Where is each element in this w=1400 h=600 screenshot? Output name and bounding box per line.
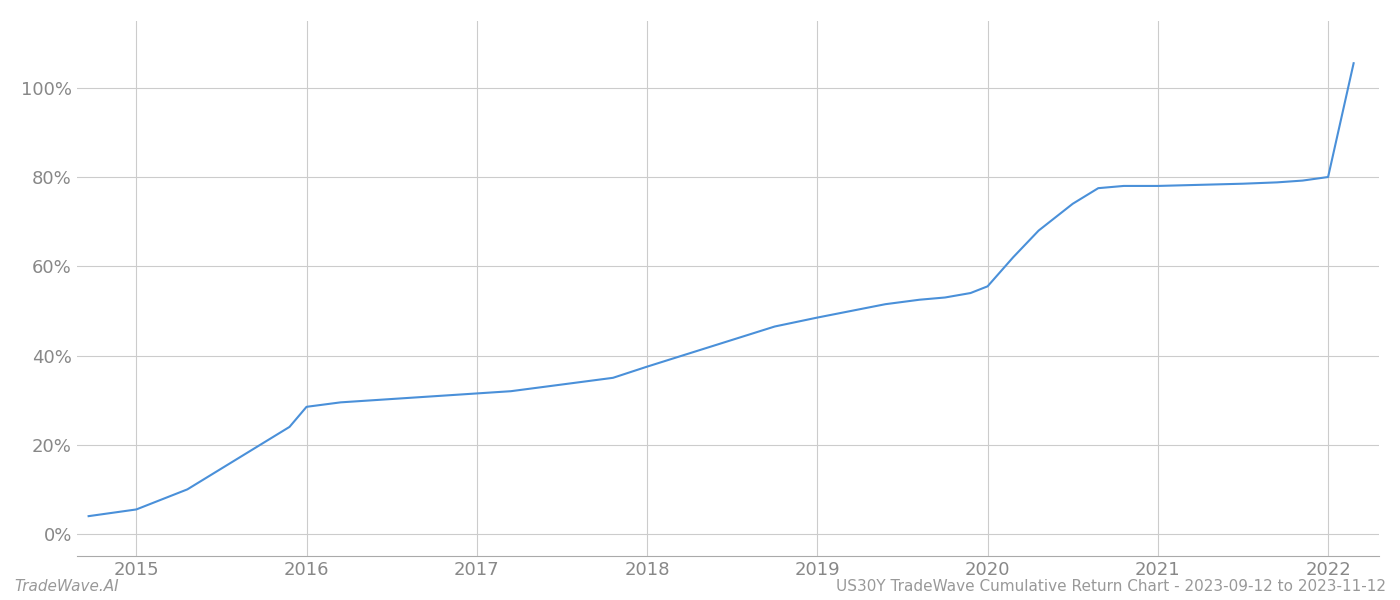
Text: TradeWave.AI: TradeWave.AI bbox=[14, 579, 119, 594]
Text: US30Y TradeWave Cumulative Return Chart - 2023-09-12 to 2023-11-12: US30Y TradeWave Cumulative Return Chart … bbox=[836, 579, 1386, 594]
